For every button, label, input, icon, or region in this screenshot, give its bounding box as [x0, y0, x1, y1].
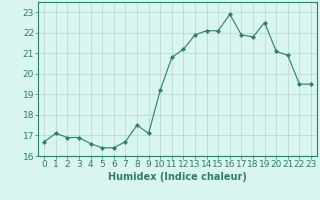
X-axis label: Humidex (Indice chaleur): Humidex (Indice chaleur)	[108, 172, 247, 182]
